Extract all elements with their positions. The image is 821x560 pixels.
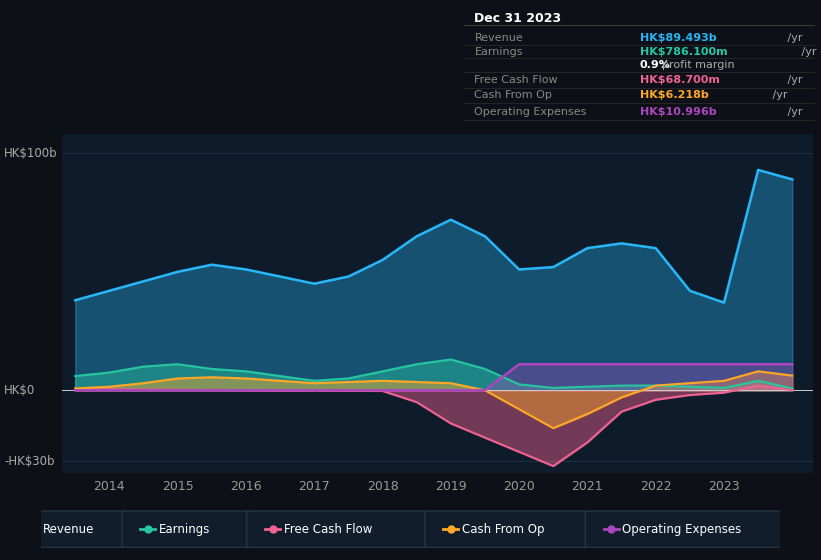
Text: /yr: /yr (769, 91, 787, 100)
Text: -HK$30b: -HK$30b (4, 455, 55, 468)
FancyBboxPatch shape (247, 511, 430, 547)
FancyBboxPatch shape (6, 511, 127, 547)
Text: Earnings: Earnings (159, 522, 210, 536)
Text: /yr: /yr (783, 75, 802, 85)
FancyBboxPatch shape (122, 511, 252, 547)
Text: /yr: /yr (783, 107, 802, 117)
Text: HK$68.700m: HK$68.700m (640, 75, 719, 85)
Text: Earnings: Earnings (475, 47, 523, 57)
Text: Cash From Op: Cash From Op (462, 522, 544, 536)
Text: HK$0: HK$0 (4, 384, 35, 397)
Text: HK$10.996b: HK$10.996b (640, 107, 716, 117)
Text: /yr: /yr (798, 47, 817, 57)
Text: Cash From Op: Cash From Op (475, 91, 553, 100)
Text: Operating Expenses: Operating Expenses (622, 522, 741, 536)
Text: Free Cash Flow: Free Cash Flow (284, 522, 372, 536)
Text: 0.9%: 0.9% (640, 60, 671, 70)
FancyBboxPatch shape (425, 511, 590, 547)
FancyBboxPatch shape (585, 511, 804, 547)
Text: Revenue: Revenue (475, 33, 523, 43)
Text: HK$100b: HK$100b (4, 147, 57, 160)
Text: HK$89.493b: HK$89.493b (640, 33, 716, 43)
Text: /yr: /yr (783, 33, 802, 43)
Text: Free Cash Flow: Free Cash Flow (475, 75, 558, 85)
Text: Dec 31 2023: Dec 31 2023 (475, 12, 562, 25)
Text: HK$786.100m: HK$786.100m (640, 47, 727, 57)
Text: HK$6.218b: HK$6.218b (640, 91, 709, 100)
Text: Revenue: Revenue (43, 522, 94, 536)
Text: profit margin: profit margin (663, 60, 735, 70)
Text: Operating Expenses: Operating Expenses (475, 107, 587, 117)
